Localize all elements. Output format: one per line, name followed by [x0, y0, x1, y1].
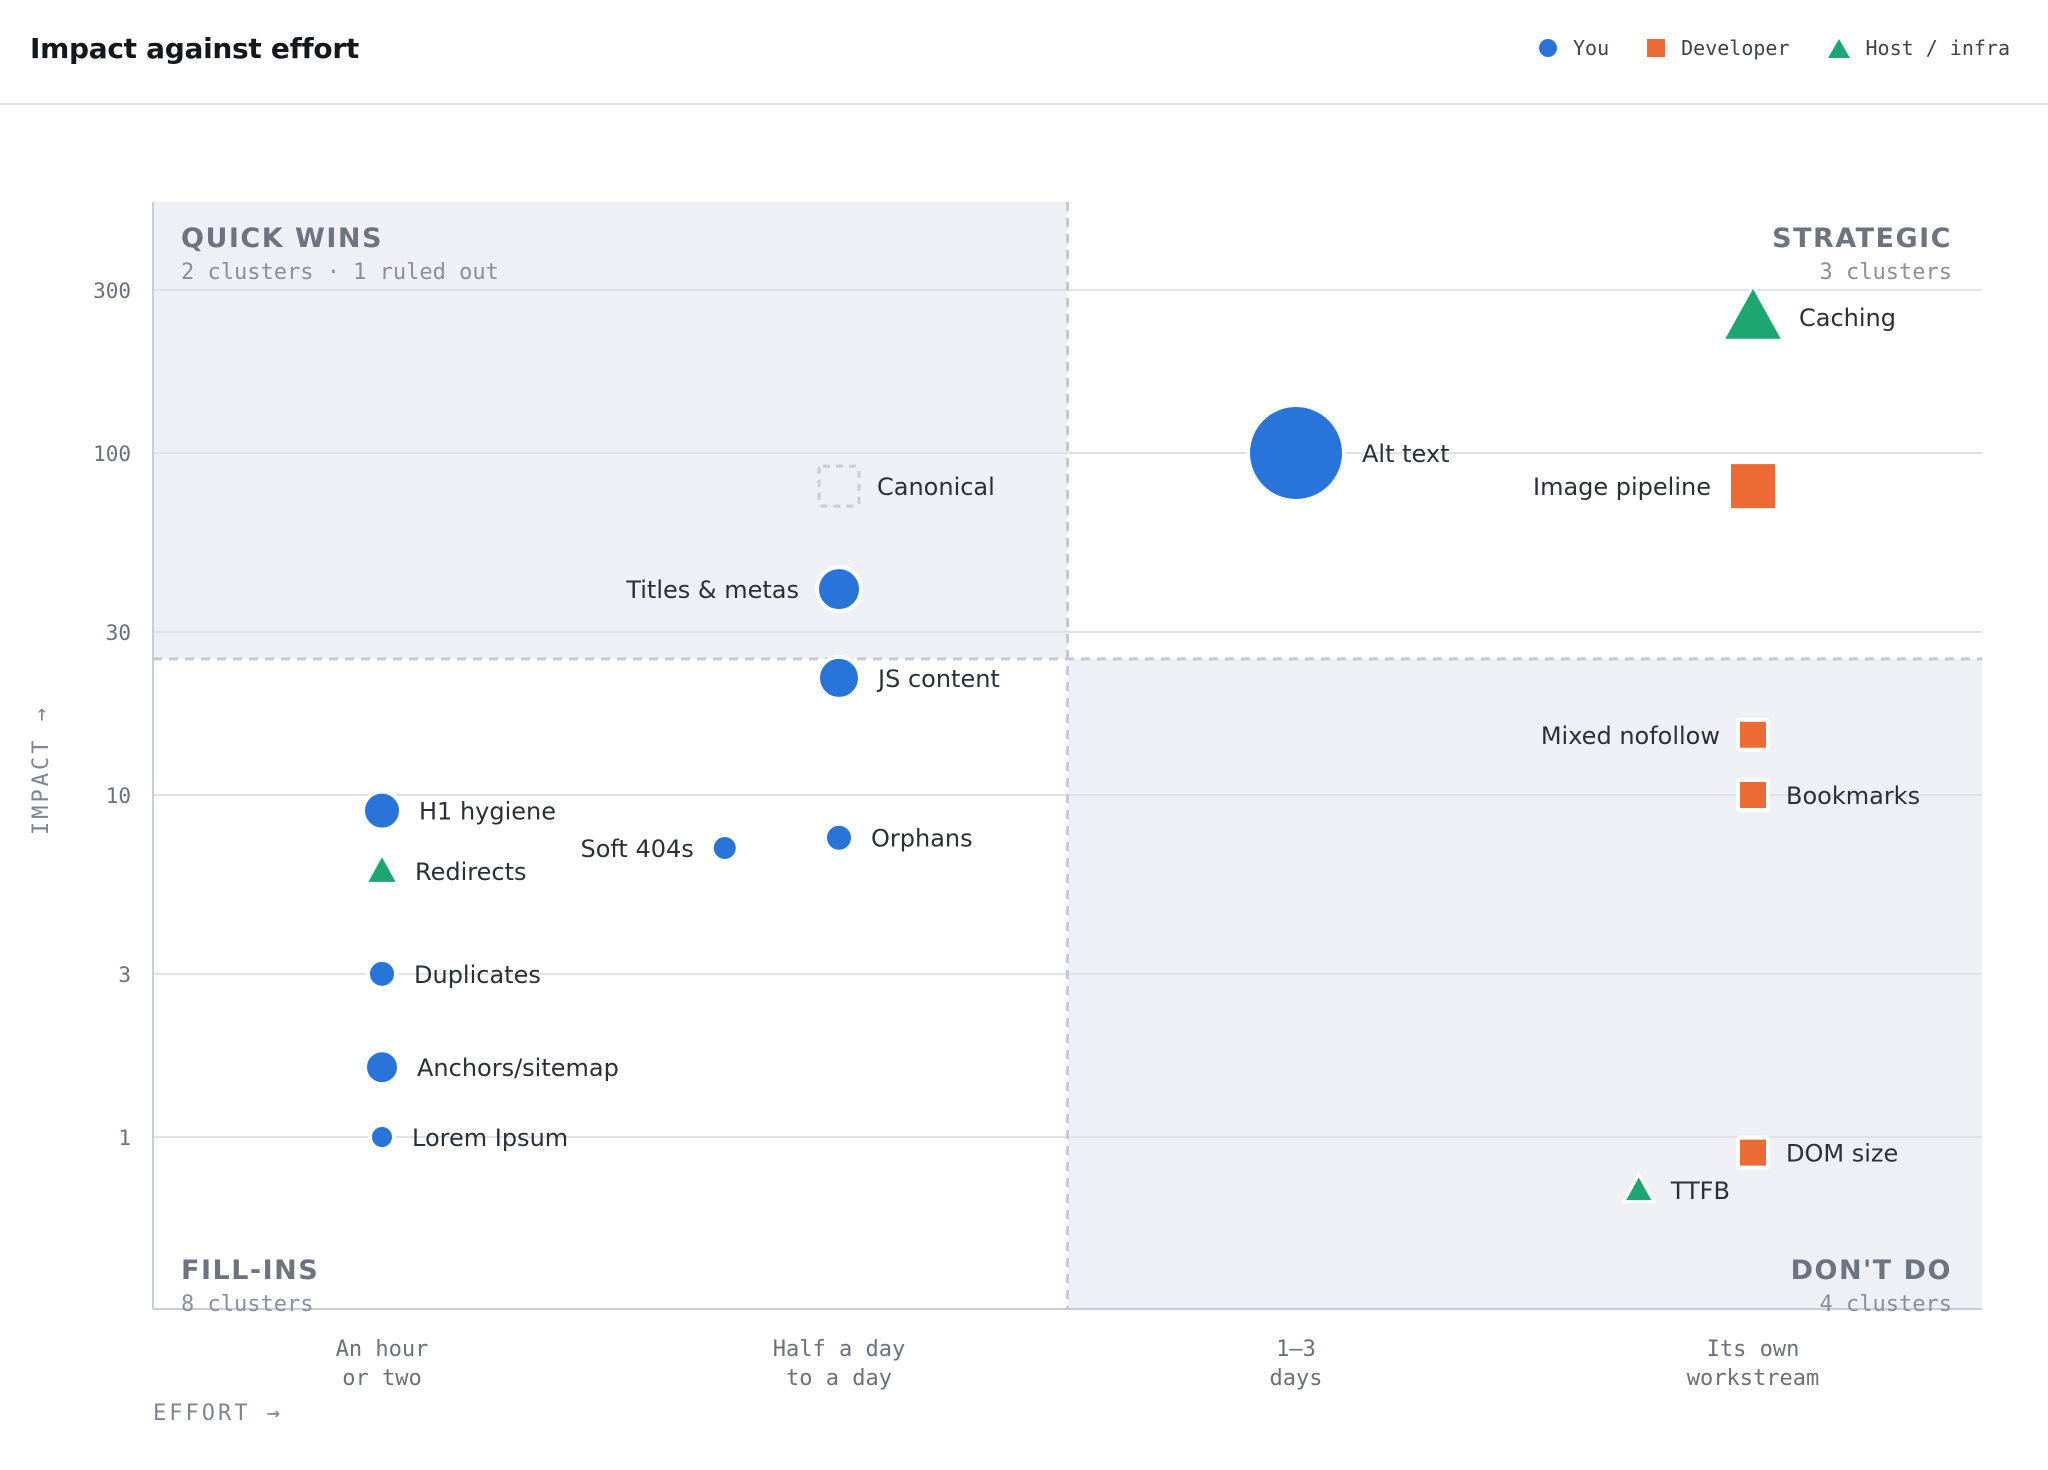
point-dom-size-label: DOM size [1786, 1140, 1898, 1168]
x-tick-label: An hour [336, 1337, 429, 1362]
point-lorem-ipsum-circle[interactable] [368, 1123, 396, 1151]
quadrant-subtitle: 3 clusters [1820, 260, 1952, 285]
quadrant-title: FILL-INS [181, 1255, 319, 1286]
legend-item-host[interactable]: Host / infra [1827, 36, 2011, 60]
point-canonical-label: Canonical [877, 473, 995, 501]
point-orphans-circle[interactable] [823, 821, 855, 854]
point-mixed-nofollow-label: Mixed nofollow [1541, 722, 1720, 750]
point-js-content-label: JS content [876, 665, 1000, 693]
point-alt-text-label: Alt text [1362, 440, 1450, 468]
point-h1-hygiene-label: H1 hygiene [419, 798, 556, 826]
point-ttfb-label: TTFB [1670, 1177, 1730, 1205]
y-tick-label: 3 [118, 963, 131, 987]
legend-label-you: You [1573, 36, 1610, 60]
quadrant-title: QUICK WINS [181, 223, 383, 254]
point-image-pipeline-square[interactable] [1727, 460, 1779, 513]
point-anchors-sitemap-label: Anchors/sitemap [417, 1054, 619, 1082]
x-tick-label: or two [342, 1366, 421, 1391]
quadrant-subtitle: 8 clusters [181, 1292, 313, 1317]
y-tick-label: 30 [106, 621, 131, 645]
point-anchors-sitemap-circle[interactable] [363, 1048, 401, 1087]
legend: You Developer Host / infra [1539, 36, 2010, 60]
point-bookmarks-label: Bookmarks [1786, 782, 1920, 810]
circle-icon [1539, 39, 1557, 57]
quadrant-shade-bottom-right [1067, 658, 1982, 1309]
triangle-icon [1827, 38, 1850, 58]
point-caching-triangle[interactable] [1720, 282, 1786, 342]
quadrant-title: STRATEGIC [1772, 223, 1952, 254]
x-tick-label: Its own [1707, 1337, 1800, 1362]
point-titles-metas-label: Titles & metas [625, 576, 799, 604]
y-tick-label: 300 [93, 279, 131, 303]
point-redirects-label: Redirects [415, 858, 526, 886]
point-dom-size-square[interactable] [1736, 1135, 1770, 1170]
y-tick-label: 10 [106, 784, 131, 808]
impact-effort-chart: 300 100 30 10 3 1 QUICK WINS 2 clusters · 1 rul… [29, 202, 1982, 1426]
legend-item-developer[interactable]: Developer [1647, 36, 1790, 60]
point-soft-404s-circle[interactable] [709, 832, 740, 863]
x-tick-label: days [1270, 1366, 1323, 1391]
point-js-content-circle[interactable] [816, 654, 862, 701]
legend-item-you[interactable]: You [1539, 36, 1609, 60]
x-tick-label: workstream [1687, 1366, 1819, 1391]
y-tick-label: 1 [118, 1126, 131, 1150]
chart-title: Impact against effort [30, 32, 359, 65]
point-duplicates-circle[interactable] [366, 957, 398, 990]
legend-label-host: Host / infra [1865, 36, 2011, 60]
chart-header: Impact against effort You Developer Host… [0, 0, 2048, 105]
point-duplicates-label: Duplicates [414, 961, 541, 989]
legend-label-developer: Developer [1681, 36, 1790, 60]
x-axis-title: EFFORT → [153, 1401, 283, 1426]
y-tick-label: 100 [93, 442, 131, 466]
point-caching-label: Caching [1799, 304, 1896, 332]
point-canonical-ruled-out[interactable] [817, 464, 861, 508]
quadrant-subtitle: 4 clusters [1820, 1292, 1952, 1317]
point-orphans-label: Orphans [871, 825, 973, 853]
point-soft-404s-label: Soft 404s [580, 835, 693, 863]
point-titles-metas-circle[interactable] [815, 565, 863, 614]
point-image-pipeline-label: Image pipeline [1533, 473, 1711, 501]
point-mixed-nofollow-square[interactable] [1736, 717, 1770, 752]
point-ttfb-triangle[interactable] [1621, 1171, 1657, 1204]
point-alt-text-circle[interactable] [1246, 403, 1346, 503]
x-tick-label: 1–3 [1276, 1337, 1316, 1362]
quadrant-shade-top-left [153, 202, 1068, 659]
square-icon [1647, 39, 1666, 57]
x-tick-label: Half a day [773, 1337, 905, 1362]
point-bookmarks-square[interactable] [1736, 778, 1770, 812]
quadrant-subtitle: 2 clusters · 1 ruled out [181, 260, 499, 285]
quadrant-title: DON'T DO [1791, 1255, 1952, 1286]
point-h1-hygiene-circle[interactable] [361, 789, 403, 832]
x-tick-label: to a day [786, 1366, 892, 1391]
y-axis-title: IMPACT → [29, 705, 54, 835]
point-redirects-triangle[interactable] [363, 851, 401, 885]
point-lorem-ipsum-label: Lorem Ipsum [412, 1124, 568, 1152]
